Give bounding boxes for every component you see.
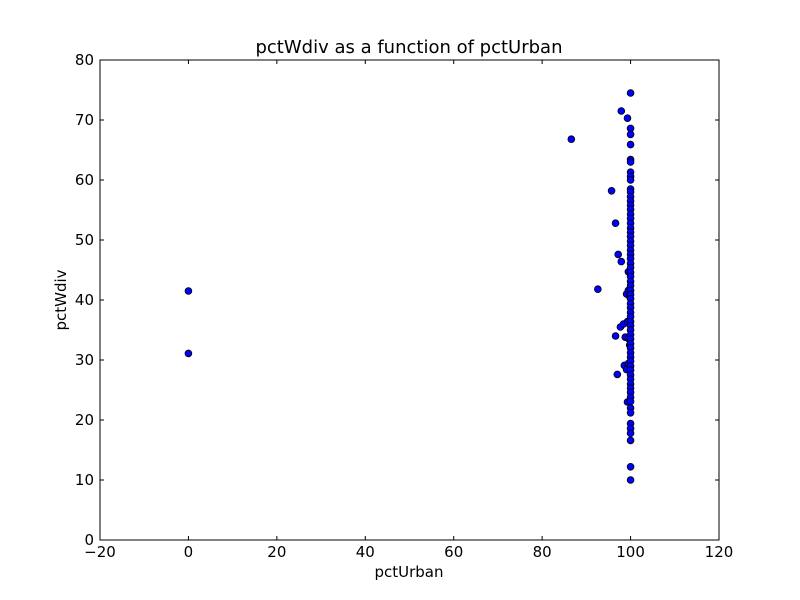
scatter-point (626, 429, 635, 438)
scatter-point (184, 349, 193, 358)
scatter-point (611, 219, 620, 228)
scatter-point (626, 476, 635, 484)
y-tick-label: 50 (75, 231, 94, 249)
y-tick-label: 20 (75, 411, 94, 429)
scatter-point (607, 187, 616, 195)
y-tick-labels: 0 10 20 30 40 50 60 70 80 (75, 51, 94, 549)
scatter-point (614, 250, 622, 259)
scatter-point (567, 135, 576, 144)
scatter-point (626, 158, 635, 166)
x-tick-label: 120 (705, 543, 734, 561)
x-tick-label: 40 (356, 543, 375, 561)
scatter-point (626, 89, 635, 97)
y-tick-label: 70 (75, 111, 94, 129)
y-tick-label: 80 (75, 51, 94, 69)
x-tick-label: −20 (84, 543, 116, 561)
x-tick-label: 60 (444, 543, 463, 561)
scatter-point (626, 462, 635, 471)
x-axis-label: pctUrban (374, 563, 443, 581)
scatter-point (626, 397, 635, 406)
plot-frame (99, 59, 720, 541)
scatter-point (626, 176, 635, 184)
y-tick-label: 10 (75, 471, 94, 489)
scatter-point (617, 107, 626, 115)
scatter-point (617, 257, 626, 266)
y-tick-label: 0 (84, 531, 94, 549)
x-tick-label: 100 (616, 543, 645, 561)
scatter-point (626, 436, 635, 445)
y-tick-label: 40 (75, 291, 94, 309)
axis-ticks (99, 59, 720, 541)
scatter-point (626, 408, 635, 417)
scatter-point (184, 287, 193, 295)
x-tick-label: 20 (267, 543, 286, 561)
y-axis-label: pctWdiv (52, 269, 70, 330)
y-tick-label: 30 (75, 351, 94, 369)
x-tick-label: 80 (533, 543, 552, 561)
scatter-point (594, 285, 602, 294)
x-tick-label: 0 (184, 543, 194, 561)
data-points (184, 89, 635, 484)
chart-title: pctWdiv as a function of pctUrban (255, 37, 562, 58)
x-tick-labels: −20 0 20 40 60 80 100 120 (84, 543, 733, 561)
scatter-point (623, 114, 632, 122)
y-tick-label: 60 (75, 171, 94, 189)
scatter-point (626, 130, 635, 139)
scatter-point (626, 140, 635, 149)
scatter-point (613, 370, 622, 379)
scatter-point (611, 332, 620, 340)
